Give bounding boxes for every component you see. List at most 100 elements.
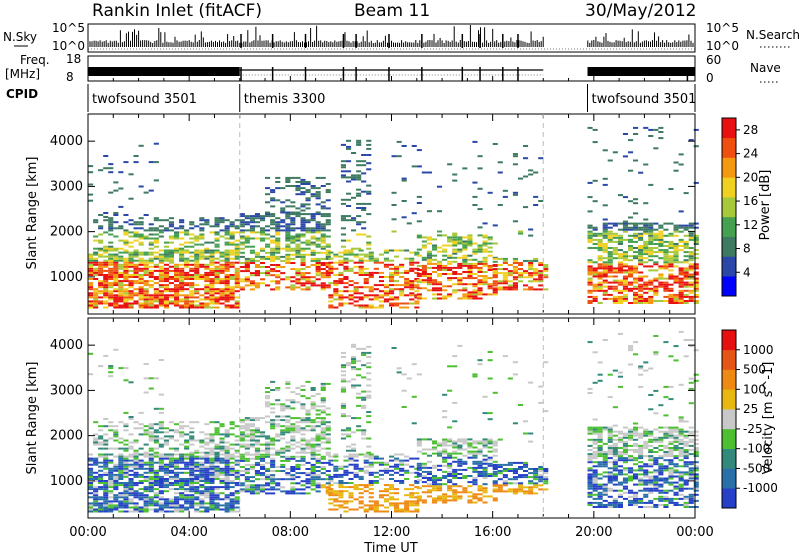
range-cell bbox=[404, 286, 410, 289]
range-cell bbox=[401, 179, 407, 182]
range-cell bbox=[199, 486, 205, 489]
range-cell bbox=[487, 236, 493, 239]
range-cell bbox=[168, 251, 174, 254]
range-cell bbox=[688, 247, 694, 249]
range-cell bbox=[688, 277, 694, 280]
range-cell bbox=[260, 239, 266, 242]
range-cell bbox=[310, 241, 316, 244]
range-cell bbox=[492, 484, 498, 487]
range-cell bbox=[693, 253, 699, 256]
range-cell bbox=[244, 484, 250, 487]
range-cell bbox=[325, 441, 331, 444]
range-cell bbox=[518, 274, 524, 277]
range-cell bbox=[512, 163, 518, 166]
range-cell bbox=[643, 226, 649, 229]
range-cell bbox=[285, 231, 291, 234]
range-cell bbox=[153, 475, 159, 478]
range-cell bbox=[275, 439, 281, 442]
range-cell bbox=[153, 237, 159, 240]
range-cell bbox=[320, 237, 326, 240]
range-cell bbox=[447, 426, 453, 429]
range-cell bbox=[482, 468, 488, 471]
range-cell bbox=[338, 251, 344, 254]
range-cell bbox=[373, 267, 379, 270]
range-cell bbox=[108, 229, 114, 232]
range-cell bbox=[108, 504, 114, 507]
range-cell bbox=[93, 288, 99, 291]
range-cell bbox=[168, 459, 174, 462]
range-cell bbox=[133, 267, 139, 270]
range-cell bbox=[409, 267, 415, 270]
range-cell bbox=[108, 304, 114, 307]
range-cell bbox=[168, 255, 174, 258]
range-cell bbox=[416, 264, 422, 267]
range-cell bbox=[462, 295, 468, 298]
range-cell bbox=[452, 450, 458, 453]
range-cell bbox=[98, 480, 104, 482]
range-cell bbox=[462, 454, 468, 457]
range-cell bbox=[214, 296, 220, 299]
range-cell bbox=[442, 273, 448, 275]
range-cell bbox=[366, 143, 372, 146]
range-cell bbox=[668, 247, 674, 249]
range-cell bbox=[452, 277, 458, 280]
colorbar-tick-label: 20 bbox=[743, 170, 758, 184]
range-cell bbox=[346, 160, 352, 163]
range-cell bbox=[224, 455, 230, 458]
range-cell bbox=[214, 494, 220, 497]
range-cell bbox=[174, 296, 180, 299]
range-cell bbox=[118, 282, 124, 285]
range-cell bbox=[148, 425, 154, 428]
range-cell bbox=[658, 267, 664, 270]
range-cell bbox=[158, 257, 164, 260]
range-cell bbox=[123, 274, 129, 276]
range-cell bbox=[315, 264, 321, 266]
range-cell bbox=[189, 427, 195, 430]
range-cell bbox=[128, 306, 134, 309]
range-cell bbox=[643, 302, 649, 304]
range-cell bbox=[467, 264, 473, 267]
range-cell bbox=[113, 212, 119, 214]
range-cell bbox=[113, 455, 119, 458]
range-cell bbox=[346, 139, 352, 142]
range-cell bbox=[366, 445, 372, 448]
range-cell bbox=[383, 467, 389, 470]
range-cell bbox=[668, 269, 674, 272]
range-cell bbox=[163, 280, 169, 283]
range-cell bbox=[432, 271, 438, 273]
range-cell bbox=[153, 257, 159, 260]
range-cell bbox=[234, 257, 240, 260]
range-cell bbox=[214, 486, 220, 489]
range-cell bbox=[340, 374, 346, 377]
range-cell bbox=[143, 282, 149, 285]
range-cell bbox=[133, 492, 139, 495]
range-cell bbox=[383, 471, 389, 474]
range-cell bbox=[204, 296, 210, 299]
range-cell bbox=[300, 492, 306, 495]
range-cell bbox=[254, 251, 260, 254]
range-cell bbox=[688, 251, 694, 254]
range-cell bbox=[477, 297, 483, 300]
range-cell bbox=[108, 480, 114, 482]
range-cell bbox=[607, 159, 613, 162]
range-cell bbox=[123, 469, 129, 472]
range-cell bbox=[118, 504, 124, 507]
range-cell bbox=[315, 476, 321, 479]
range-cell bbox=[447, 452, 453, 455]
range-cell bbox=[123, 455, 129, 458]
range-cell bbox=[163, 257, 169, 260]
range-cell bbox=[622, 285, 628, 288]
range-cell bbox=[592, 283, 598, 286]
range-cell bbox=[543, 361, 549, 364]
range-cell bbox=[597, 267, 603, 270]
range-cell bbox=[285, 217, 291, 220]
range-cell bbox=[143, 267, 149, 270]
range-cell bbox=[340, 176, 346, 179]
range-cell bbox=[128, 492, 134, 495]
range-cell bbox=[300, 217, 306, 220]
range-cell bbox=[143, 284, 149, 287]
range-cell bbox=[128, 269, 134, 272]
range-cell bbox=[607, 261, 613, 264]
range-cell bbox=[328, 488, 334, 491]
range-cell bbox=[199, 302, 205, 305]
